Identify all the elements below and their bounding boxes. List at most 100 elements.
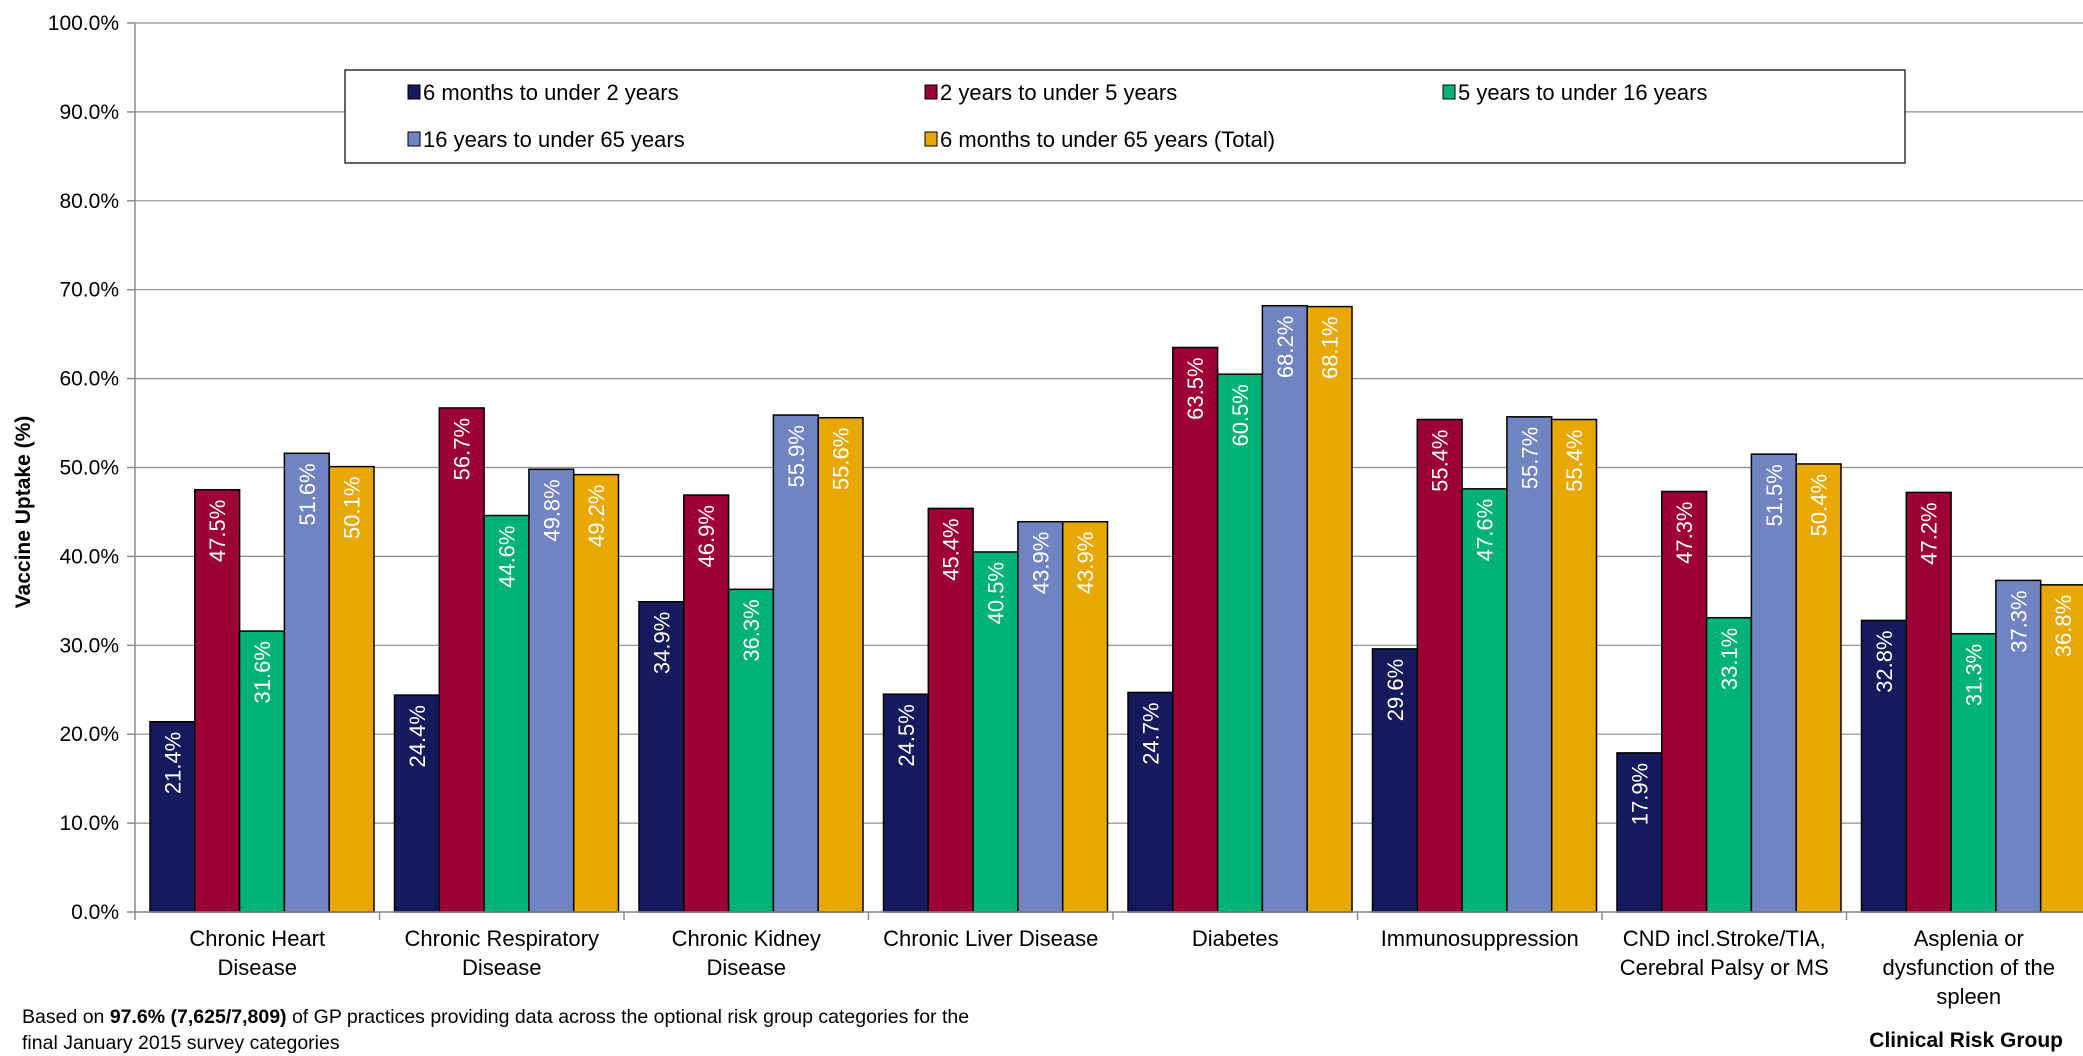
bar (194, 488, 241, 913)
legend-swatch (924, 131, 938, 147)
x-axis-title: Clinical Risk Group (1869, 1029, 2063, 1052)
bar (638, 600, 685, 913)
bar (972, 551, 1019, 913)
data-label: 31.3% (1962, 644, 1987, 706)
bar (1905, 491, 1952, 913)
data-label: 33.1% (1717, 628, 1742, 690)
bar (283, 452, 330, 913)
bar (772, 414, 819, 913)
data-label: 45.4% (939, 518, 964, 580)
data-label: 31.6% (250, 641, 275, 703)
data-label: 24.5% (894, 704, 919, 766)
data-label: 68.2% (1273, 316, 1298, 378)
data-label: 55.9% (784, 425, 809, 487)
legend-swatch (407, 84, 421, 100)
data-label: 43.9% (1028, 532, 1053, 594)
legend-box (344, 69, 1906, 164)
data-label: 51.6% (295, 463, 320, 525)
legend-swatch (924, 84, 938, 100)
bar (1416, 418, 1463, 913)
data-label: 43.9% (1073, 532, 1098, 594)
bars (149, 304, 2083, 913)
data-label: 49.8% (539, 479, 564, 541)
y-tick-label: 50.0% (59, 457, 119, 480)
bar (1216, 373, 1264, 913)
y-tick-label: 100.0% (48, 12, 119, 35)
bar (483, 514, 530, 913)
legend-label: 6 months to under 65 years (Total) (940, 127, 1275, 152)
legend: 6 months to under 2 years 2 years to unde… (344, 69, 1906, 164)
data-label: 29.6% (1383, 659, 1408, 721)
data-label: 68.1% (1318, 317, 1343, 379)
data-label: 32.8% (1872, 630, 1897, 692)
data-label: 17.9% (1627, 763, 1652, 825)
legend-label: 16 years to under 65 years (423, 127, 685, 152)
bar (1661, 490, 1708, 913)
bar (1995, 579, 2042, 913)
bar (572, 473, 620, 913)
bar (393, 694, 441, 913)
data-label: 55.4% (1562, 429, 1587, 491)
bar (1061, 520, 1109, 913)
x-tick-label: Diabetes (1192, 926, 1279, 951)
data-label: 47.5% (205, 500, 230, 562)
y-tick-label: 80.0% (59, 190, 119, 213)
bar (1017, 520, 1064, 913)
bar (1172, 346, 1219, 913)
bar (1461, 488, 1508, 913)
footnote: Based on 97.6% (7,625/7,809) of GP pract… (22, 1004, 982, 1056)
data-label: 56.7% (450, 418, 475, 480)
y-tick-label: 30.0% (59, 634, 119, 657)
y-tick-label: 20.0% (59, 723, 119, 746)
bar (1705, 616, 1753, 913)
x-tick-label: Asplenia or dysfunction of the spleen (1883, 926, 2055, 1009)
x-tick-label: Chronic Respiratory Disease (405, 926, 599, 980)
bar (1506, 416, 1553, 913)
bar (328, 465, 375, 913)
bar (817, 416, 864, 913)
bar (1550, 418, 1598, 913)
y-tick-label: 0.0% (71, 901, 119, 924)
y-tick-label: 90.0% (59, 101, 119, 124)
data-label: 47.6% (1473, 499, 1498, 561)
data-label: 47.3% (1672, 502, 1697, 564)
y-tick-label: 60.0% (59, 368, 119, 391)
axes (127, 22, 2083, 920)
bar (1371, 648, 1419, 913)
data-labels: 21.4% 47.5% 31.6% 51.6% 50.1% 24.4% 56.7% 44.6%… (160, 316, 2076, 826)
y-tick-labels: 0.0% 10.0% 20.0% 30.0% 40.0% 50.0% 60.0% 70.0% 8… (48, 12, 119, 924)
x-tick-labels: Chronic Heart Disease Chronic Respiratory D… (189, 926, 2055, 1009)
data-label: 51.5% (1762, 464, 1787, 526)
data-label: 40.5% (984, 562, 1009, 624)
bar (1750, 453, 1797, 913)
x-tick-label: CND incl.Stroke/TIA, Cerebral Palsy or MS (1620, 926, 1829, 980)
data-label: 55.7% (1517, 427, 1542, 489)
legend-swatch (1442, 84, 1456, 100)
data-label: 55.6% (829, 428, 854, 490)
data-label: 24.4% (405, 705, 430, 767)
legend-label: 2 years to under 5 years (940, 80, 1177, 105)
footnote-prefix: Based on (22, 1006, 110, 1028)
y-tick-label: 10.0% (59, 812, 119, 835)
data-label: 63.5% (1183, 357, 1208, 419)
bar (683, 494, 730, 913)
y-tick-label: 40.0% (59, 545, 119, 568)
x-tick-label: Chronic Kidney Disease (672, 926, 821, 980)
data-label: 24.7% (1138, 702, 1163, 764)
bar (438, 407, 485, 913)
data-label: 37.3% (2006, 590, 2031, 652)
data-label: 47.2% (1917, 502, 1942, 564)
data-label: 36.8% (2051, 595, 2076, 657)
bar (1306, 305, 1353, 913)
data-label: 36.3% (739, 599, 764, 661)
data-label: 50.1% (340, 477, 365, 539)
bar (927, 507, 974, 913)
legend-swatch (407, 131, 421, 147)
data-label: 44.6% (495, 526, 520, 588)
bar (1616, 752, 1663, 913)
bar (1127, 691, 1174, 913)
data-label: 60.5% (1228, 384, 1253, 446)
bar (149, 721, 196, 913)
bar (727, 588, 775, 913)
